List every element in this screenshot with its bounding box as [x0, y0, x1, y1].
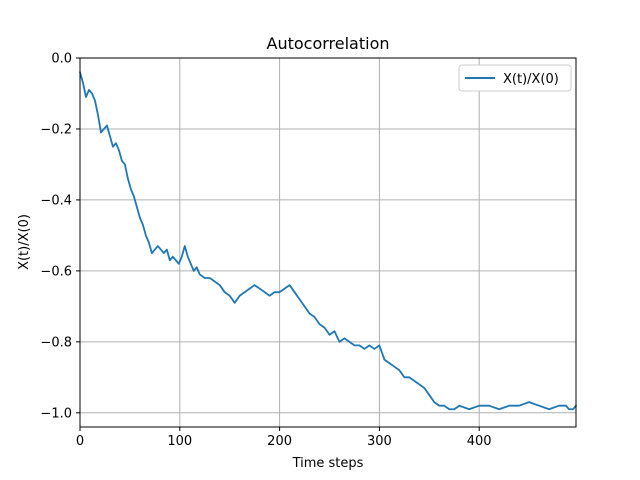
- y-tick-label: −0.4: [40, 193, 72, 208]
- ticks: 0 100 200 300 400 0.0 −0.2 −0.4 −0.6 −0.8 −1.0: [40, 52, 491, 450]
- x-tick-label: 400: [467, 434, 492, 449]
- y-axis-label: X(t)/X(0): [17, 214, 32, 270]
- y-tick-label: −1.0: [40, 406, 72, 421]
- x-tick-label: 200: [267, 434, 292, 449]
- series-layer: [79, 71, 577, 411]
- grid: [79, 57, 576, 427]
- x-tick-label: 300: [367, 434, 392, 449]
- y-tick-label: −0.6: [40, 264, 72, 279]
- y-tick-label: −0.2: [40, 122, 72, 137]
- plot-area-frame: [79, 57, 577, 428]
- x-tick-label: 100: [167, 434, 192, 449]
- y-tick-label: 0.0: [51, 52, 72, 67]
- legend-label: X(t)/X(0): [503, 72, 559, 87]
- series-line: [79, 71, 577, 411]
- legend: X(t)/X(0): [458, 64, 572, 92]
- x-tick-label: 0: [76, 434, 84, 449]
- legend-box: [458, 64, 572, 92]
- y-tick-label: −0.8: [40, 335, 72, 350]
- x-axis-label: Time steps: [292, 456, 364, 471]
- chart-title: Autocorrelation: [267, 34, 390, 53]
